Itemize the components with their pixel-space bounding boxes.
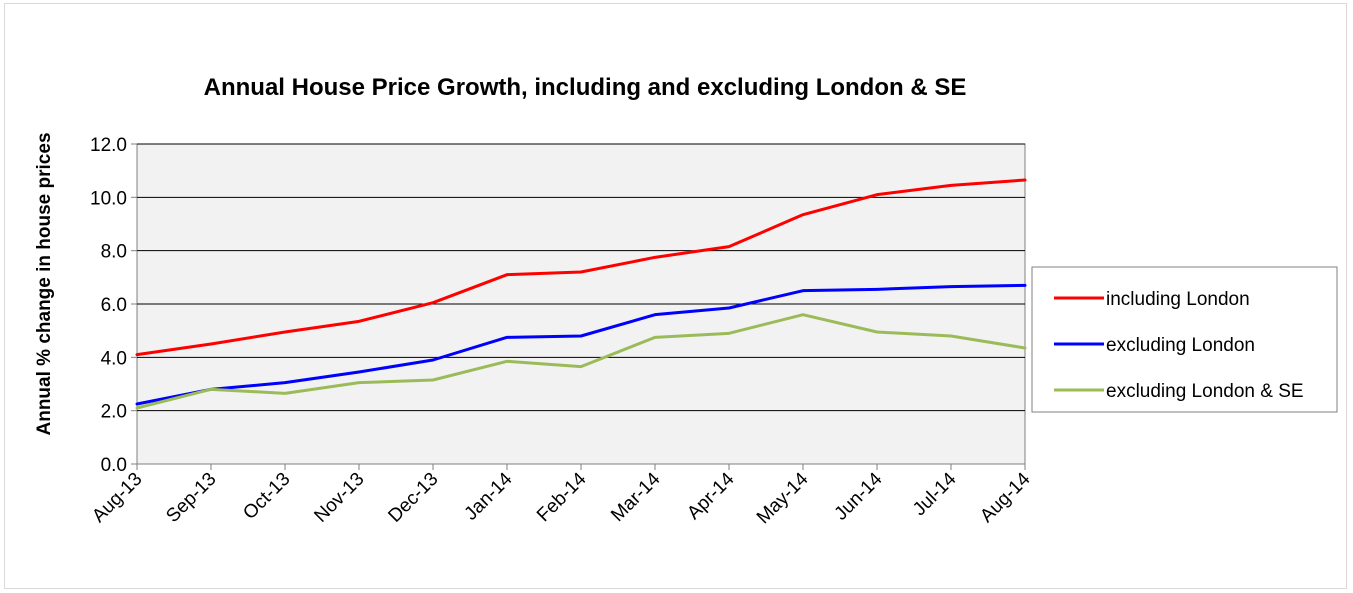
x-tick-label: Feb-14 bbox=[533, 468, 591, 526]
series-line-1 bbox=[135, 178, 1027, 357]
legend-label: excluding London & SE bbox=[1106, 381, 1304, 402]
grid-lines bbox=[137, 143, 1025, 412]
x-tick-label: Aug-14 bbox=[976, 468, 1034, 526]
series-line-2 bbox=[135, 283, 1027, 406]
y-axis-label: Annual % change in house prices bbox=[34, 132, 55, 435]
y-tick-label: 12.0 bbox=[90, 135, 127, 156]
x-tick-label: Nov-13 bbox=[310, 469, 368, 527]
y-tick-label: 0.0 bbox=[101, 455, 127, 476]
legend-box bbox=[1031, 266, 1338, 413]
y-tick-label: 2.0 bbox=[101, 402, 127, 423]
x-tick-label: Jun-14 bbox=[831, 468, 887, 524]
series-lines bbox=[135, 178, 1027, 410]
y-tick-label: 4.0 bbox=[101, 348, 127, 369]
legend-label: including London bbox=[1106, 289, 1250, 310]
y-tick-label: 8.0 bbox=[101, 242, 127, 263]
series-line-3 bbox=[135, 313, 1027, 410]
x-tick-label: Mar-14 bbox=[607, 468, 665, 526]
legend-label: excluding London bbox=[1106, 335, 1255, 356]
x-tick-label: Jul-14 bbox=[909, 468, 961, 520]
x-tick-label: Aug-13 bbox=[88, 469, 146, 527]
y-tick-label: 6.0 bbox=[101, 295, 127, 316]
chart-title: Annual House Price Growth, including and… bbox=[204, 74, 967, 101]
x-tick-label: Jan-14 bbox=[461, 468, 517, 524]
y-tick-label: 10.0 bbox=[90, 188, 127, 209]
x-tick-label: May-14 bbox=[753, 468, 813, 528]
legend: including London excluding London excludin… bbox=[1054, 289, 1304, 402]
x-tick-label: Dec-13 bbox=[384, 469, 442, 527]
x-tick-label: Apr-14 bbox=[683, 468, 738, 523]
x-tick-label: Oct-13 bbox=[239, 469, 294, 524]
x-tick-label: Sep-13 bbox=[162, 469, 220, 527]
